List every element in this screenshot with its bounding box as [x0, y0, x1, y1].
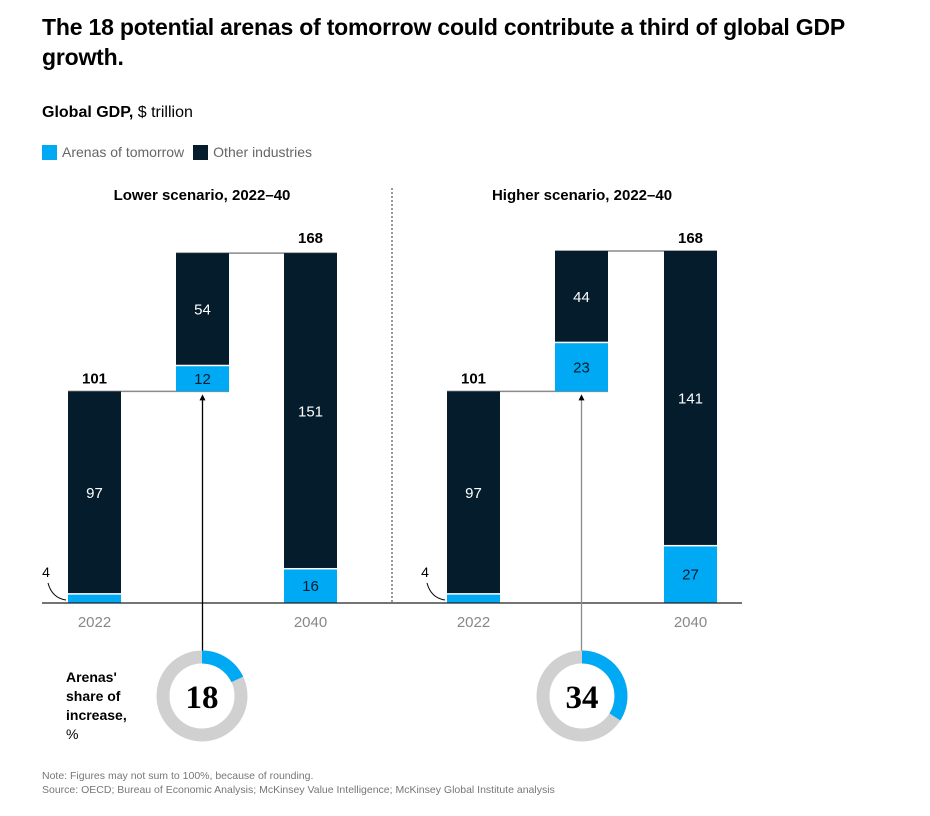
bar-segment-arenas-increase [176, 366, 229, 392]
subtitle-unit: $ trillion [133, 104, 193, 121]
bar-segment-arenas-2022 [68, 594, 121, 603]
legend-item-other: Other industries [193, 144, 312, 160]
donut-share-value: 18 [186, 680, 219, 716]
total-label: 101 [82, 370, 107, 387]
subtitle-measure: Global GDP, [42, 104, 134, 121]
arrow-head-icon [578, 394, 585, 401]
note-text: Note: Figures may not sum to 100%, becau… [42, 770, 314, 782]
panel-title: Lower scenario, 2022–40 [114, 187, 291, 204]
donut-share-arc [581, 650, 628, 721]
data-label-arenas-callout: 4 [421, 564, 429, 580]
legend-item-arenas: Arenas of tomorrow [42, 144, 184, 160]
bar-segment-other-increase [555, 251, 608, 342]
bar-segment-other-2022 [68, 391, 121, 594]
share-label-line-2: share of [66, 688, 121, 704]
share-label-line-1: Arenas' [66, 669, 117, 685]
legend-swatch-other [193, 144, 209, 160]
bar-segment-arenas-2040 [664, 546, 717, 603]
x-tick-label: 2022 [457, 614, 490, 631]
share-label-line-3: increase, [66, 707, 127, 723]
legend-label-arenas: Arenas of tomorrow [62, 144, 185, 160]
source-text: Source: OECD; Bureau of Economic Analysi… [42, 784, 555, 796]
chart-subtitle: Global GDP, $ trillion [42, 104, 193, 122]
data-label-arenas: 27 [682, 567, 699, 584]
bar-segment-other-increase [176, 253, 229, 365]
bar-segment-other-2040 [664, 251, 717, 545]
chart-title: The 18 potential arenas of tomorrow coul… [42, 14, 845, 70]
data-label-other: 44 [573, 289, 590, 306]
data-label-arenas-callout: 4 [42, 564, 50, 580]
legend: Arenas of tomorrow Other industries [42, 144, 321, 160]
callout-leader-line [47, 582, 67, 601]
share-label-unit: % [66, 726, 79, 742]
share-of-increase-label: Arenas' share of increase, % [66, 668, 146, 744]
bar-segment-other-2040 [284, 253, 337, 568]
bar-segment-arenas-2022 [447, 594, 500, 603]
data-label-other: 151 [298, 403, 323, 420]
data-label-arenas: 16 [302, 578, 319, 595]
bar-segment-arenas-2040 [284, 569, 337, 603]
data-label-other: 141 [678, 391, 703, 408]
legend-swatch-arenas [42, 144, 57, 160]
donut-share-arc [201, 650, 244, 683]
data-label-other: 97 [465, 485, 482, 502]
data-label-arenas: 12 [194, 371, 211, 388]
data-label-arenas: 23 [573, 359, 590, 376]
arrow-head-icon [199, 394, 206, 401]
donut-share-value: 34 [566, 680, 599, 716]
x-tick-label: 2022 [78, 614, 111, 631]
bar-segment-arenas-increase [555, 343, 608, 392]
panel-title: Higher scenario, 2022–40 [492, 187, 672, 204]
bar-segment-other-2022 [447, 391, 500, 594]
footnotes: Note: Figures may not sum to 100%, becau… [42, 769, 555, 797]
x-tick-label: 2040 [674, 614, 707, 631]
total-label: 168 [678, 230, 703, 247]
callout-leader-line [426, 582, 446, 601]
total-label: 101 [461, 370, 486, 387]
x-tick-label: 2040 [294, 614, 327, 631]
legend-label-other: Other industries [213, 144, 312, 160]
data-label-other: 97 [86, 485, 103, 502]
data-label-other: 54 [194, 302, 211, 319]
total-label: 168 [298, 230, 323, 247]
